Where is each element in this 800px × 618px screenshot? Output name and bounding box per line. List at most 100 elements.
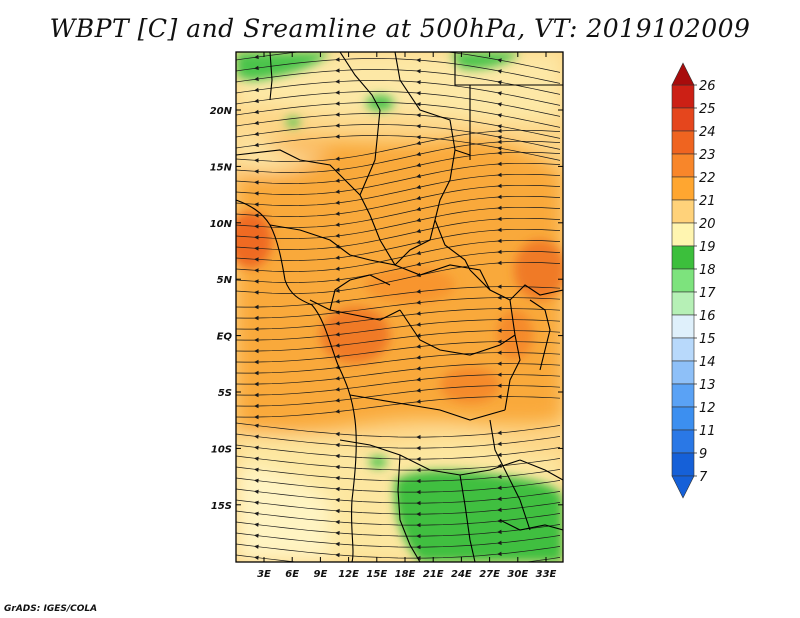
warm-spot-center xyxy=(365,267,455,303)
streamline-arrow xyxy=(335,68,340,73)
streamline-arrow xyxy=(254,131,259,137)
streamline-arrow xyxy=(497,161,502,166)
colorbar-segment xyxy=(671,383,695,408)
streamline-arrow xyxy=(497,306,502,311)
green-northeast xyxy=(450,52,520,70)
streamline-arrow xyxy=(335,255,340,260)
streamline-arrow xyxy=(254,467,259,472)
streamline-arrow xyxy=(335,222,340,227)
country-borders xyxy=(236,52,563,562)
streamline-arrow xyxy=(335,200,340,205)
streamline-arrow xyxy=(254,213,259,218)
streamline-arrow xyxy=(416,195,421,201)
streamline xyxy=(236,184,561,217)
streamline-arrow xyxy=(254,87,259,93)
streamline-arrow xyxy=(254,414,259,420)
streamline-arrow xyxy=(254,544,259,549)
streamline xyxy=(236,151,561,184)
streamline xyxy=(236,195,561,228)
streamline-arrow xyxy=(416,261,421,267)
streamline-arrow xyxy=(416,135,421,140)
streamline-arrow xyxy=(254,478,259,483)
streamline-arrow xyxy=(497,394,502,399)
streamline-arrow xyxy=(335,431,340,437)
streamline-arrow xyxy=(254,315,259,321)
streamline-arrow xyxy=(416,272,421,278)
green-northwest xyxy=(236,52,330,81)
streamline-arrow xyxy=(416,162,421,168)
streamline-arrow xyxy=(335,508,340,514)
streamline xyxy=(236,319,561,341)
streamline xyxy=(236,261,561,294)
streamline-arrow xyxy=(254,381,259,387)
streamline-arrow xyxy=(497,284,502,289)
green-south-patch xyxy=(369,456,387,468)
streamline-arrow xyxy=(335,46,340,50)
streamline-arrow xyxy=(335,156,340,161)
streamline-arrow xyxy=(416,567,421,571)
hot-spot-south-central xyxy=(440,367,500,403)
streamline-arrow xyxy=(416,333,421,338)
map-frame xyxy=(235,51,564,563)
streamline-arrow xyxy=(497,128,502,133)
pale-southwest xyxy=(236,467,330,562)
streamline-arrow xyxy=(254,246,259,251)
streamline-arrow xyxy=(254,403,259,409)
streamline xyxy=(236,543,561,559)
streamline-arrow xyxy=(497,496,502,501)
streamline-arrow xyxy=(416,184,421,190)
colorbar-label: 22 xyxy=(699,171,716,186)
streamline-arrow xyxy=(497,113,502,118)
streamline-arrow xyxy=(416,311,421,316)
streamline-arrow xyxy=(254,500,259,505)
streamline-arrow xyxy=(416,47,421,51)
streamline-arrow xyxy=(335,90,340,95)
streamline-arrow xyxy=(335,354,340,359)
streamline xyxy=(236,58,561,84)
streamline-arrows xyxy=(254,46,502,571)
colorbar: 26 25 24 23 22 21 20 19 18 17 16 15 14 13 12 11 9 7 xyxy=(671,62,716,499)
colorbar-label: 26 xyxy=(699,79,716,94)
colorbar-under-arrow xyxy=(671,475,695,499)
streamline-arrow xyxy=(416,80,421,85)
streamline-arrow xyxy=(416,102,421,107)
streamline-arrow xyxy=(254,142,259,148)
colorbar-label: 15 xyxy=(699,332,716,347)
streamline-arrow xyxy=(497,430,502,435)
streamline-arrow xyxy=(335,376,340,381)
streamline-arrow xyxy=(497,474,502,479)
colorbar-segment xyxy=(671,291,695,316)
streamline-arrow xyxy=(416,239,421,245)
streamline-arrow xyxy=(416,511,421,517)
lat-label: EQ xyxy=(217,332,233,343)
streamline-arrow xyxy=(335,541,340,547)
streamline-arrow xyxy=(254,392,259,398)
colorbar-label: 23 xyxy=(699,148,716,163)
lat-label: 10S xyxy=(211,444,232,455)
colorbar-label: 12 xyxy=(699,401,716,416)
streamline xyxy=(236,250,561,283)
streamline xyxy=(236,91,561,117)
lon-label: 30E xyxy=(507,569,528,580)
colorbar-segment xyxy=(671,337,695,362)
streamline xyxy=(236,385,561,407)
streamline-arrow xyxy=(254,235,259,240)
streamline-arrow xyxy=(335,189,340,194)
streamline-arrow xyxy=(497,183,502,188)
streamline xyxy=(236,124,561,150)
streamline-arrow xyxy=(335,134,340,139)
streamline-arrow xyxy=(497,372,502,377)
streamline-arrow xyxy=(416,522,421,528)
streamline-arrow xyxy=(335,79,340,84)
streamline-arrow xyxy=(254,522,259,527)
streamline-arrow xyxy=(335,497,340,503)
colorbar-label: 14 xyxy=(699,355,716,370)
streamline xyxy=(236,217,561,250)
colorbar-label: 16 xyxy=(699,309,716,324)
streamline-arrow xyxy=(335,464,340,470)
longitude-labels: 3E 6E 9E 12E 15E 18E 21E 24E 27E 30E 33E xyxy=(257,569,556,580)
streamline-arrow xyxy=(497,295,502,300)
streamline-arrow xyxy=(497,441,502,446)
streamline-arrow xyxy=(335,453,340,459)
lat-label: 20N xyxy=(210,106,233,117)
